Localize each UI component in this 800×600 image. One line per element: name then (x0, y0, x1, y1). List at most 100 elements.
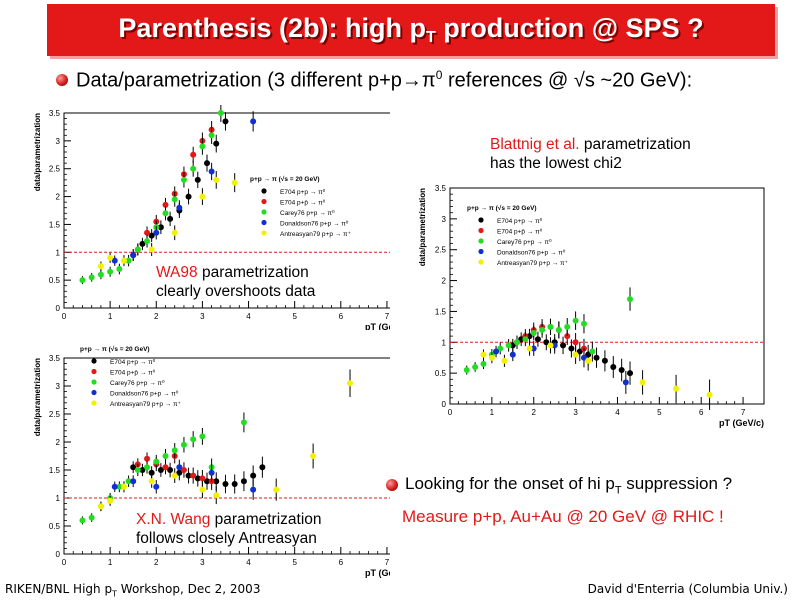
data-point (480, 360, 487, 367)
blattnig-note-line2: has the lowest chi2 (490, 155, 622, 172)
data-point (125, 257, 132, 264)
data-point (240, 478, 247, 485)
data-point (171, 196, 178, 203)
data-point (107, 268, 114, 275)
data-point (199, 475, 206, 482)
data-point (199, 433, 206, 440)
data-point (347, 380, 354, 387)
legend-entry: Antreasyan79 p+p → π⁺ (497, 260, 569, 267)
title-post: production @ SPS ? (435, 13, 704, 43)
legend-marker (91, 389, 97, 396)
legend-marker (261, 188, 267, 194)
plot-frame (63, 357, 390, 555)
legend-entry: E704 p+p̄ → π⁰ (110, 369, 156, 377)
data-point (259, 464, 266, 471)
legend-entry: E704 p+p̄ → π⁰ (280, 199, 326, 207)
data-point (568, 345, 575, 352)
y-tick-label: 2 (442, 277, 447, 286)
legend-marker (478, 248, 484, 255)
data-point (572, 317, 579, 324)
data-point (526, 345, 533, 352)
data-point (171, 472, 178, 479)
x-tick-label: 1 (490, 408, 495, 417)
data-point (472, 363, 479, 370)
data-point (171, 447, 178, 454)
x-tick-label: 5 (292, 558, 297, 567)
wa98-note-line1: WA98 parametrization (156, 263, 315, 282)
legend-entry: E704 p+p̄ → π⁰ (497, 228, 543, 236)
data-point (162, 210, 169, 217)
footer-left-pre: RIKEN/BNL High p (5, 582, 113, 596)
data-point (231, 179, 238, 186)
data-point (580, 354, 587, 361)
blattnig-note: Blattnig et al. parametrization has the … (490, 135, 691, 173)
data-point (148, 246, 155, 253)
wang-note-red: X.N. Wang (136, 511, 211, 528)
data-point (194, 475, 201, 482)
wang-chart: 0 1 2 3 4 5 6 7 0 0.5 1 1.5 2 2.5 3 3.5 pT (GeV/c) data/p… (33, 345, 390, 578)
data-point (673, 385, 680, 392)
data-point (208, 168, 215, 175)
data-point (576, 348, 583, 355)
x-axis-label: pT (GeV/c) (719, 418, 764, 428)
data-point (622, 379, 629, 386)
data-point (250, 486, 257, 493)
legend-marker (91, 358, 97, 364)
legend-header: p+p → π (√s = 20 GeV) (467, 204, 537, 212)
data-point (589, 348, 596, 355)
data-point (509, 351, 516, 358)
wang-note-line2: follows closely Antreasyan (136, 530, 317, 547)
data-point (97, 263, 104, 270)
data-point (501, 357, 508, 364)
data-point (543, 339, 550, 346)
data-point (199, 193, 206, 200)
data-point (250, 472, 257, 479)
data-point (148, 478, 155, 485)
data-point (208, 469, 215, 476)
y-axis-label: data/parametrization (418, 188, 427, 266)
data-point (111, 483, 118, 490)
x-tick-label: 2 (532, 408, 537, 417)
data-point (97, 271, 104, 278)
x-tick-label: 4 (246, 312, 251, 321)
onset-pre: Looking for the onset of hi p (405, 474, 615, 493)
data-point (250, 118, 257, 125)
data-point (530, 330, 537, 337)
legend-header: p+p → π (√s = 20 GeV) (80, 345, 150, 353)
data-point (497, 345, 504, 352)
data-point (88, 514, 95, 521)
x-tick-label: 3 (200, 312, 205, 321)
legend-entry: Donaldson76 p+p → π⁰ (110, 390, 179, 398)
x-tick-label: 2 (154, 558, 159, 567)
data-point (116, 266, 123, 272)
data-point (572, 339, 579, 346)
data-point (199, 143, 206, 150)
data-point (97, 503, 104, 510)
legend-entry: E704 p+p → π⁰ (110, 358, 156, 366)
x-tick-label: 6 (339, 312, 344, 321)
data-point (190, 165, 197, 172)
y-tick-label: 3 (442, 215, 447, 224)
data-point (139, 467, 146, 473)
data-point (111, 257, 118, 264)
data-point (153, 458, 160, 465)
y-tick-label: 0 (56, 304, 61, 313)
data-point (153, 483, 160, 490)
y-tick-label: 3 (56, 382, 61, 391)
data-point (213, 176, 220, 183)
x-tick-label: 0 (62, 312, 67, 321)
data-point (204, 478, 211, 485)
footer-left: RIKEN/BNL High pT Workshop, Dec 2, 2003 (5, 582, 260, 598)
data-point (148, 469, 155, 476)
data-point (162, 464, 169, 471)
y-tick-label: 1.5 (49, 220, 61, 229)
data-point (199, 486, 206, 493)
wang-note-rest: parametrization (210, 511, 322, 528)
wang-note-line1: X.N. Wang parametrization (136, 510, 322, 529)
legend-entry: Carey76 p+p → π⁰ (110, 379, 165, 387)
y-tick-label: 1.5 (435, 307, 447, 316)
y-tick-label: 2.5 (435, 246, 447, 255)
y-axis-label: data/parametrization (33, 358, 42, 436)
data-point (240, 419, 247, 426)
data-point (547, 342, 554, 349)
